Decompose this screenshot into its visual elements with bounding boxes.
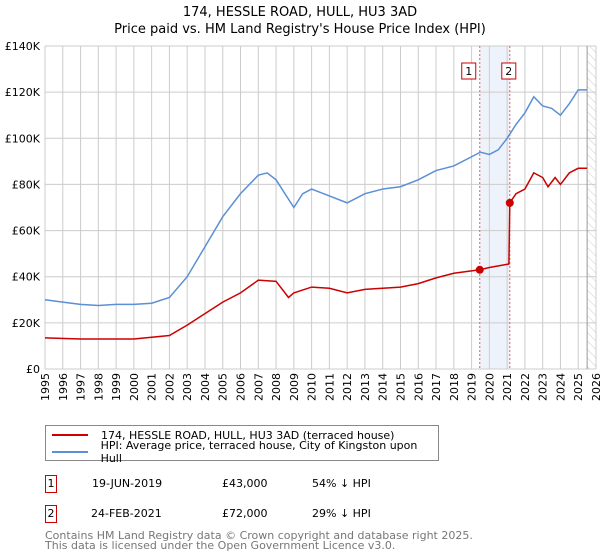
hpi-line bbox=[44, 89, 588, 307]
x-tick-label: 2015 bbox=[394, 373, 407, 401]
transaction-badge: 2 bbox=[45, 505, 57, 523]
transaction-price: £72,000 bbox=[222, 507, 268, 520]
forecast-hatch bbox=[587, 46, 596, 369]
legend-item-property: 174, HESSLE ROAD, HULL, HU3 3AD (terrace… bbox=[52, 427, 394, 443]
legend-swatch-red bbox=[52, 434, 88, 436]
transaction-label: 1 bbox=[465, 65, 472, 78]
y-tick-label: £20K bbox=[12, 317, 41, 330]
y-tick-label: £120K bbox=[5, 86, 41, 99]
price-paid-line bbox=[44, 167, 588, 340]
transaction-point bbox=[475, 265, 484, 274]
x-tick-label: 1999 bbox=[110, 373, 123, 401]
highlight-band bbox=[479, 46, 510, 369]
x-tick-label: 2012 bbox=[341, 373, 354, 401]
x-tick-label: 2017 bbox=[430, 373, 443, 401]
transaction-date: 19-JUN-2019 bbox=[92, 477, 163, 490]
transaction-badge: 1 bbox=[45, 475, 57, 493]
legend-label: 174, HESSLE ROAD, HULL, HU3 3AD (terrace… bbox=[101, 428, 395, 442]
legend-item-hpi: HPI: Average price, terraced house, City… bbox=[52, 439, 438, 465]
transaction-price: £43,000 bbox=[222, 477, 268, 490]
footer-line2: This data is licensed under the Open Gov… bbox=[45, 539, 396, 552]
x-tick-label: 1997 bbox=[75, 373, 88, 401]
transaction-hpi: 54% ↓ HPI bbox=[312, 477, 371, 490]
y-tick-label: £40K bbox=[12, 271, 41, 284]
chart-title: 174, HESSLE ROAD, HULL, HU3 3AD bbox=[183, 5, 417, 20]
x-tick-label: 1995 bbox=[39, 373, 52, 401]
transaction-label: 2 bbox=[505, 65, 512, 78]
x-tick-label: 2025 bbox=[572, 373, 585, 401]
transaction-label-box bbox=[501, 62, 517, 80]
legend-swatch-blue bbox=[52, 451, 88, 453]
legend: 174, HESSLE ROAD, HULL, HU3 3AD (terrace… bbox=[45, 425, 439, 465]
x-tick-label: 2006 bbox=[235, 373, 248, 401]
transaction-date: 24-FEB-2021 bbox=[91, 507, 162, 520]
x-tick-label: 2005 bbox=[217, 373, 230, 401]
x-tick-label: 2014 bbox=[377, 373, 390, 401]
x-tick-label: 2008 bbox=[270, 373, 283, 401]
price-chart: 174, HESSLE ROAD, HULL, HU3 3AD Price pai… bbox=[5, 5, 600, 401]
y-tick-label: £80K bbox=[12, 178, 41, 191]
x-tick-label: 2001 bbox=[146, 373, 159, 401]
chart-subtitle: Price paid vs. HM Land Registry's House … bbox=[114, 22, 486, 37]
y-tick-label: £0 bbox=[26, 363, 40, 376]
x-tick-label: 2011 bbox=[323, 373, 336, 401]
x-tick-label: 2026 bbox=[590, 373, 600, 401]
x-tick-label: 2003 bbox=[181, 373, 194, 401]
x-tick-label: 2016 bbox=[412, 373, 425, 401]
x-tick-label: 2002 bbox=[163, 373, 176, 401]
transaction-label-box bbox=[461, 62, 477, 80]
x-tick-label: 2000 bbox=[128, 373, 141, 401]
x-tick-label: 2019 bbox=[466, 373, 479, 401]
x-tick-label: 1996 bbox=[57, 373, 70, 401]
legend-label: HPI: Average price, terraced house, City… bbox=[100, 439, 418, 465]
x-tick-label: 2013 bbox=[359, 373, 372, 401]
x-tick-label: 1998 bbox=[92, 373, 105, 401]
y-tick-label: £100K bbox=[5, 132, 41, 145]
x-tick-label: 2023 bbox=[537, 373, 550, 401]
x-tick-label: 2004 bbox=[199, 373, 212, 401]
y-tick-label: £60K bbox=[12, 225, 41, 238]
transaction-hpi: 29% ↓ HPI bbox=[312, 507, 371, 520]
x-tick-label: 2021 bbox=[501, 373, 514, 401]
footer-line1: Contains HM Land Registry data © Crown c… bbox=[45, 529, 473, 542]
x-tick-label: 2009 bbox=[288, 373, 301, 401]
x-tick-label: 2018 bbox=[448, 373, 461, 401]
x-tick-label: 2024 bbox=[554, 373, 567, 401]
x-tick-label: 2007 bbox=[252, 373, 265, 401]
x-tick-label: 2020 bbox=[483, 373, 496, 401]
y-tick-label: £140K bbox=[5, 40, 41, 53]
footer: Contains HM Land Registry data © Crown c… bbox=[45, 529, 473, 552]
transaction-point bbox=[505, 198, 514, 207]
x-tick-label: 2010 bbox=[306, 373, 319, 401]
x-tick-label: 2022 bbox=[519, 373, 532, 401]
